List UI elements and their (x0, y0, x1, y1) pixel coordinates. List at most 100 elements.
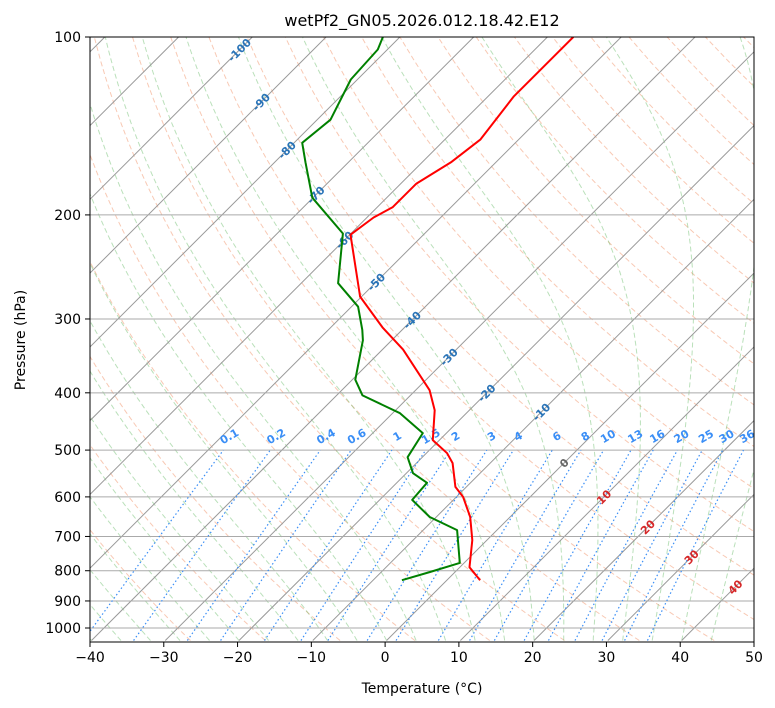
line-labels: 0.1 0.2 0.4 0.6 1 1.5 2 3 4 6 8 10 13 16 20 25 30 36-100-… (218, 37, 757, 597)
mixing-ratio-line (574, 449, 678, 641)
mixing-ratio-line (523, 449, 632, 641)
mixing-ratio-label: 1 (391, 429, 404, 444)
mixing-ratio-label: 0.6 (345, 426, 369, 447)
mixing-ratio-line (327, 449, 452, 641)
dewpoint-profile (301, 37, 461, 582)
dry-adiabat-line (743, 37, 754, 49)
moist-adiabat-line (104, 37, 447, 641)
mixing-ratio-label: 0.2 (264, 426, 287, 447)
isotherm-line (164, 51, 754, 641)
profiles (301, 37, 575, 582)
isotherm-line (90, 37, 622, 569)
moist-adiabat-line (90, 456, 240, 641)
chart-title: wetPf2_GN05.2026.012.18.42.E12 (284, 11, 559, 31)
dry-adiabat-line (93, 37, 565, 641)
isotherm-line (90, 37, 327, 274)
background-lines (90, 37, 775, 641)
y-tick-label: 100 (54, 30, 81, 46)
y-tick-label: 400 (54, 386, 81, 402)
x-axis-label: Temperature (°C) (361, 681, 483, 697)
x-tick-label: 50 (745, 650, 763, 666)
mixing-ratio-label: 2 (449, 429, 462, 444)
mixing-ratio-line (469, 449, 582, 641)
moist-adiabat-line (90, 496, 210, 641)
mixing-ratio-label: 30 (717, 427, 737, 446)
moist-adiabat-line (90, 415, 269, 641)
moist-adiabat-line (90, 101, 417, 641)
moist-adiabat-line (605, 37, 694, 641)
dry-adiabat-line (170, 37, 715, 641)
dry-adiabat-line (399, 37, 754, 406)
mixing-ratio-line (646, 449, 745, 641)
isotherm-label: -50 (365, 270, 388, 293)
isotherm-line (312, 198, 754, 641)
moist-adiabat-line (381, 37, 599, 641)
mixing-ratio-label: 1.5 (419, 426, 442, 447)
mixing-ratio-line (624, 449, 724, 641)
moist-adiabat-line (185, 37, 506, 641)
isotherm-label: -90 (250, 90, 273, 113)
mixing-ratio-label: 0.1 (218, 426, 241, 447)
dry-adiabat-line (323, 37, 754, 490)
dry-adiabat-line (590, 37, 754, 205)
mixing-ratio-line (300, 449, 427, 641)
isotherm-line (533, 419, 754, 641)
x-tick-label: 20 (524, 650, 542, 666)
axes: −40 −30 −20 −10 0 10 20 30 40 5010020030040050060… (45, 30, 763, 666)
moist-adiabat-line (302, 37, 565, 641)
mixing-ratio-label: 13 (625, 427, 645, 446)
y-tick-label: 800 (54, 564, 81, 580)
dry-adiabat-line (90, 528, 191, 641)
y-tick-label: 500 (54, 443, 81, 459)
x-tick-label: 30 (598, 650, 616, 666)
x-tick-label: 40 (671, 650, 689, 666)
isotherm-line (386, 272, 754, 641)
moist-adiabat-line (90, 370, 299, 641)
x-tick-label: 10 (450, 650, 468, 666)
isotherm-line (681, 567, 754, 641)
moist-adiabat-line (90, 262, 358, 641)
x-tick-label: −40 (75, 650, 105, 666)
isotherm-label: -20 (475, 381, 498, 404)
moist-adiabat-line (710, 467, 754, 641)
moist-adiabat-line (90, 192, 388, 641)
isotherm-label: -10 (530, 400, 553, 423)
dry-adiabat-line (132, 37, 640, 641)
mixing-ratio-line (133, 449, 271, 641)
mixing-ratio-label: 4 (512, 429, 525, 444)
mixing-ratio-label: 25 (696, 427, 716, 446)
y-tick-label: 900 (54, 594, 81, 610)
mixing-ratio-line (547, 449, 654, 641)
dry-adiabat-line (90, 260, 416, 641)
y-tick-label: 1000 (45, 621, 81, 637)
mixing-ratio-label: 6 (550, 429, 563, 444)
mixing-ratio-label: 3 (485, 429, 498, 444)
isotherm-line (756, 37, 775, 641)
plot-frame (89, 36, 755, 643)
mixing-ratio-line (90, 449, 224, 633)
dry-adiabat-line (361, 37, 754, 448)
dry-adiabat-line (705, 37, 754, 88)
isotherm-label: 0 (557, 456, 572, 471)
dry-adiabat-line (246, 37, 754, 576)
mixing-ratio-line (263, 449, 393, 641)
isotherm-line (607, 493, 754, 641)
dry-adiabat-line (666, 37, 754, 127)
x-tick-label: −30 (149, 650, 179, 666)
mixing-ratio-line (437, 449, 553, 641)
isotherm-line (238, 124, 754, 641)
isotherm-line (90, 37, 548, 496)
dry-adiabat-line (475, 37, 754, 324)
dry-adiabat-line (552, 37, 754, 244)
x-tick-label: 0 (381, 650, 390, 666)
isotherm-label: 20 (638, 517, 658, 537)
moist-adiabat-line (90, 319, 329, 641)
isotherm-line (460, 346, 754, 641)
mixing-ratio-label: 36 (737, 427, 757, 446)
moist-adiabat-line (681, 37, 754, 641)
mixing-ratio-label: 10 (598, 427, 618, 446)
moist-adiabat-line (141, 37, 476, 641)
temperature-profile (349, 37, 575, 581)
